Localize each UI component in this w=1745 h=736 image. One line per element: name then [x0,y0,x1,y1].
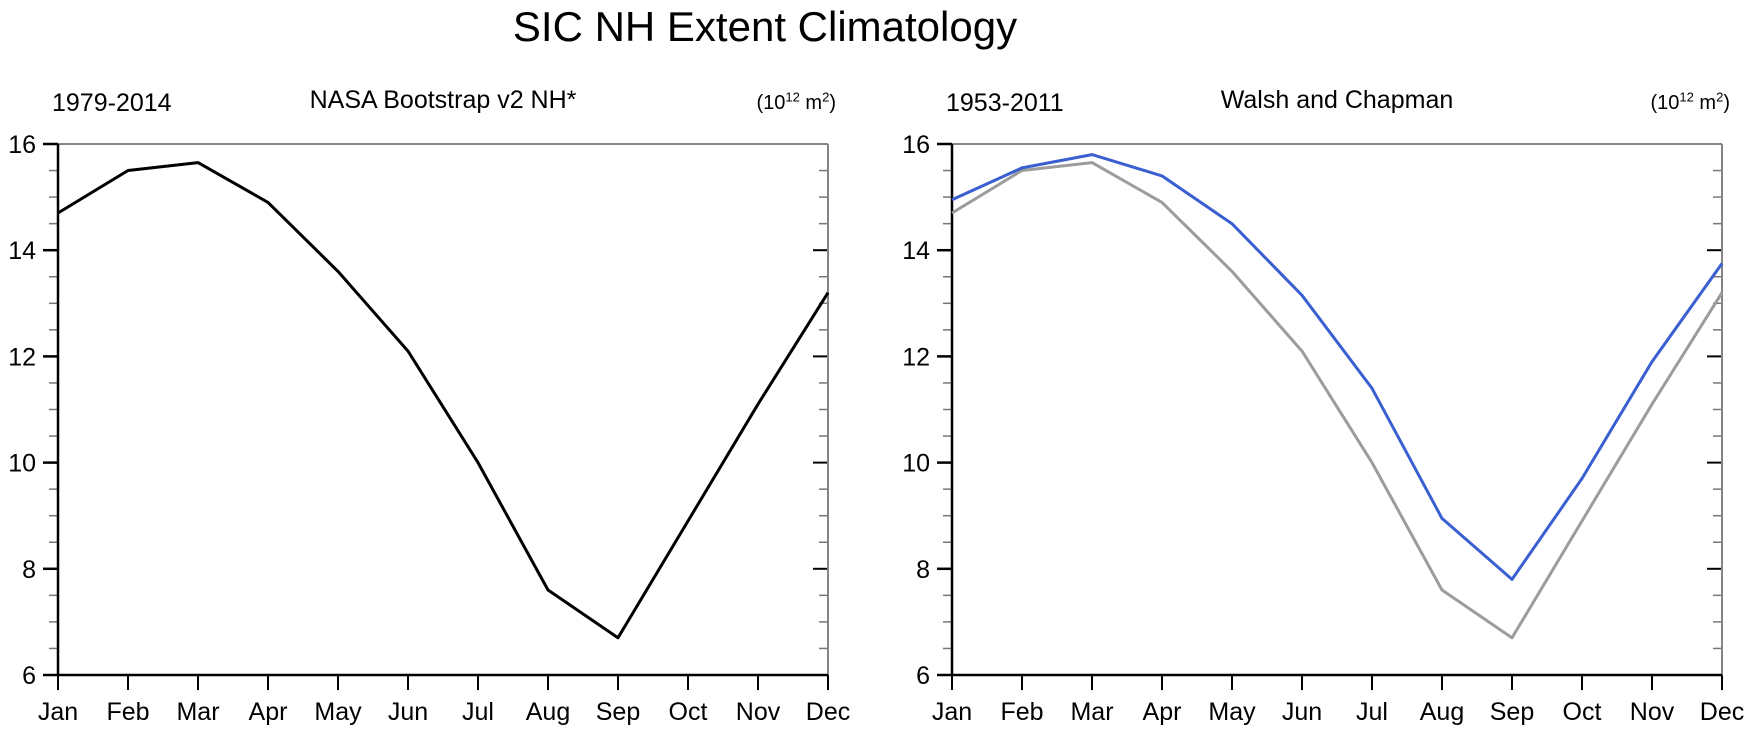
units-label: (1012 m2) [1650,89,1731,115]
units-close: ) [829,92,836,114]
units-open: (10 [1650,92,1680,114]
main-title: SIC NH Extent Climatology [512,3,1018,50]
units-power: 12 [1679,89,1694,105]
x-tick-label: Jul [1356,698,1388,726]
x-tick-label: Sep [1490,698,1534,726]
x-tick-label: Apr [249,698,288,726]
x-tick-label: Aug [526,698,570,726]
x-tick-label: Oct [669,698,708,726]
y-tick-label: 6 [916,662,930,690]
x-tick-label: Jan [932,698,972,726]
x-tick-label: Dec [1700,698,1744,726]
y-tick-label: 8 [916,556,930,584]
y-tick-label: 14 [8,237,36,265]
y-tick-label: 12 [8,343,36,371]
units-m-power: 2 [1716,89,1724,105]
x-tick-label: Nov [1630,698,1675,726]
series-line-0 [951,161,1724,640]
x-tick-label: Jun [388,698,428,726]
x-tick-label: Aug [1420,698,1464,726]
x-tick-label: May [314,698,362,726]
series-line-0 [57,161,830,640]
x-tick-label: Jan [38,698,78,726]
y-tick-label: 8 [22,556,36,584]
x-tick-label: Feb [1000,698,1043,726]
x-tick-label: Nov [736,698,781,726]
units-m: m [799,92,823,114]
x-tick-label: Apr [1143,698,1182,726]
y-tick-label: 12 [902,343,930,371]
x-tick-label: Jul [462,698,494,726]
units-m: m [1693,92,1717,114]
chart-nasa-bootstrap: 6 8 10 12 14 16 Jan Feb Mar Apr May Jun Jul Aug Sep Oct… [8,131,850,726]
x-tick-label: Mar [1070,698,1113,726]
y-tick-label: 16 [8,131,36,159]
y-tick-label: 14 [902,237,930,265]
units-close: ) [1723,92,1730,114]
x-tick-label: May [1208,698,1256,726]
y-tick-label: 6 [22,662,36,690]
panel-header: 1979-2014 NASA Bootstrap v2 NH* (1012 m2… [0,86,860,120]
y-tick-label: 16 [902,131,930,159]
panel-nasa-bootstrap: 1979-2014 NASA Bootstrap v2 NH* (1012 m2… [0,80,860,736]
panel-header: 1953-2011 Walsh and Chapman (1012 m2) [894,86,1745,120]
period-label: 1979-2014 [52,89,172,117]
chart-walsh-chapman: 6 8 10 12 14 16 Jan Feb Mar Apr May Jun Jul Aug Sep Oct… [902,131,1744,726]
y-tick-label: 10 [8,450,36,478]
units-label: (1012 m2) [756,89,837,115]
chart-title: Walsh and Chapman [1220,86,1454,114]
period-label: 1953-2011 [946,89,1064,117]
units-open: (10 [756,92,786,114]
y-tick-label: 10 [902,450,930,478]
x-tick-label: Jun [1282,698,1322,726]
x-tick-label: Oct [1563,698,1602,726]
chart-title: NASA Bootstrap v2 NH* [309,86,577,114]
series-line-1 [951,153,1724,581]
x-tick-label: Sep [596,698,640,726]
x-tick-label: Dec [806,698,850,726]
x-tick-label: Feb [106,698,149,726]
units-power: 12 [785,89,800,105]
x-tick-label: Mar [176,698,219,726]
units-m-power: 2 [822,89,830,105]
